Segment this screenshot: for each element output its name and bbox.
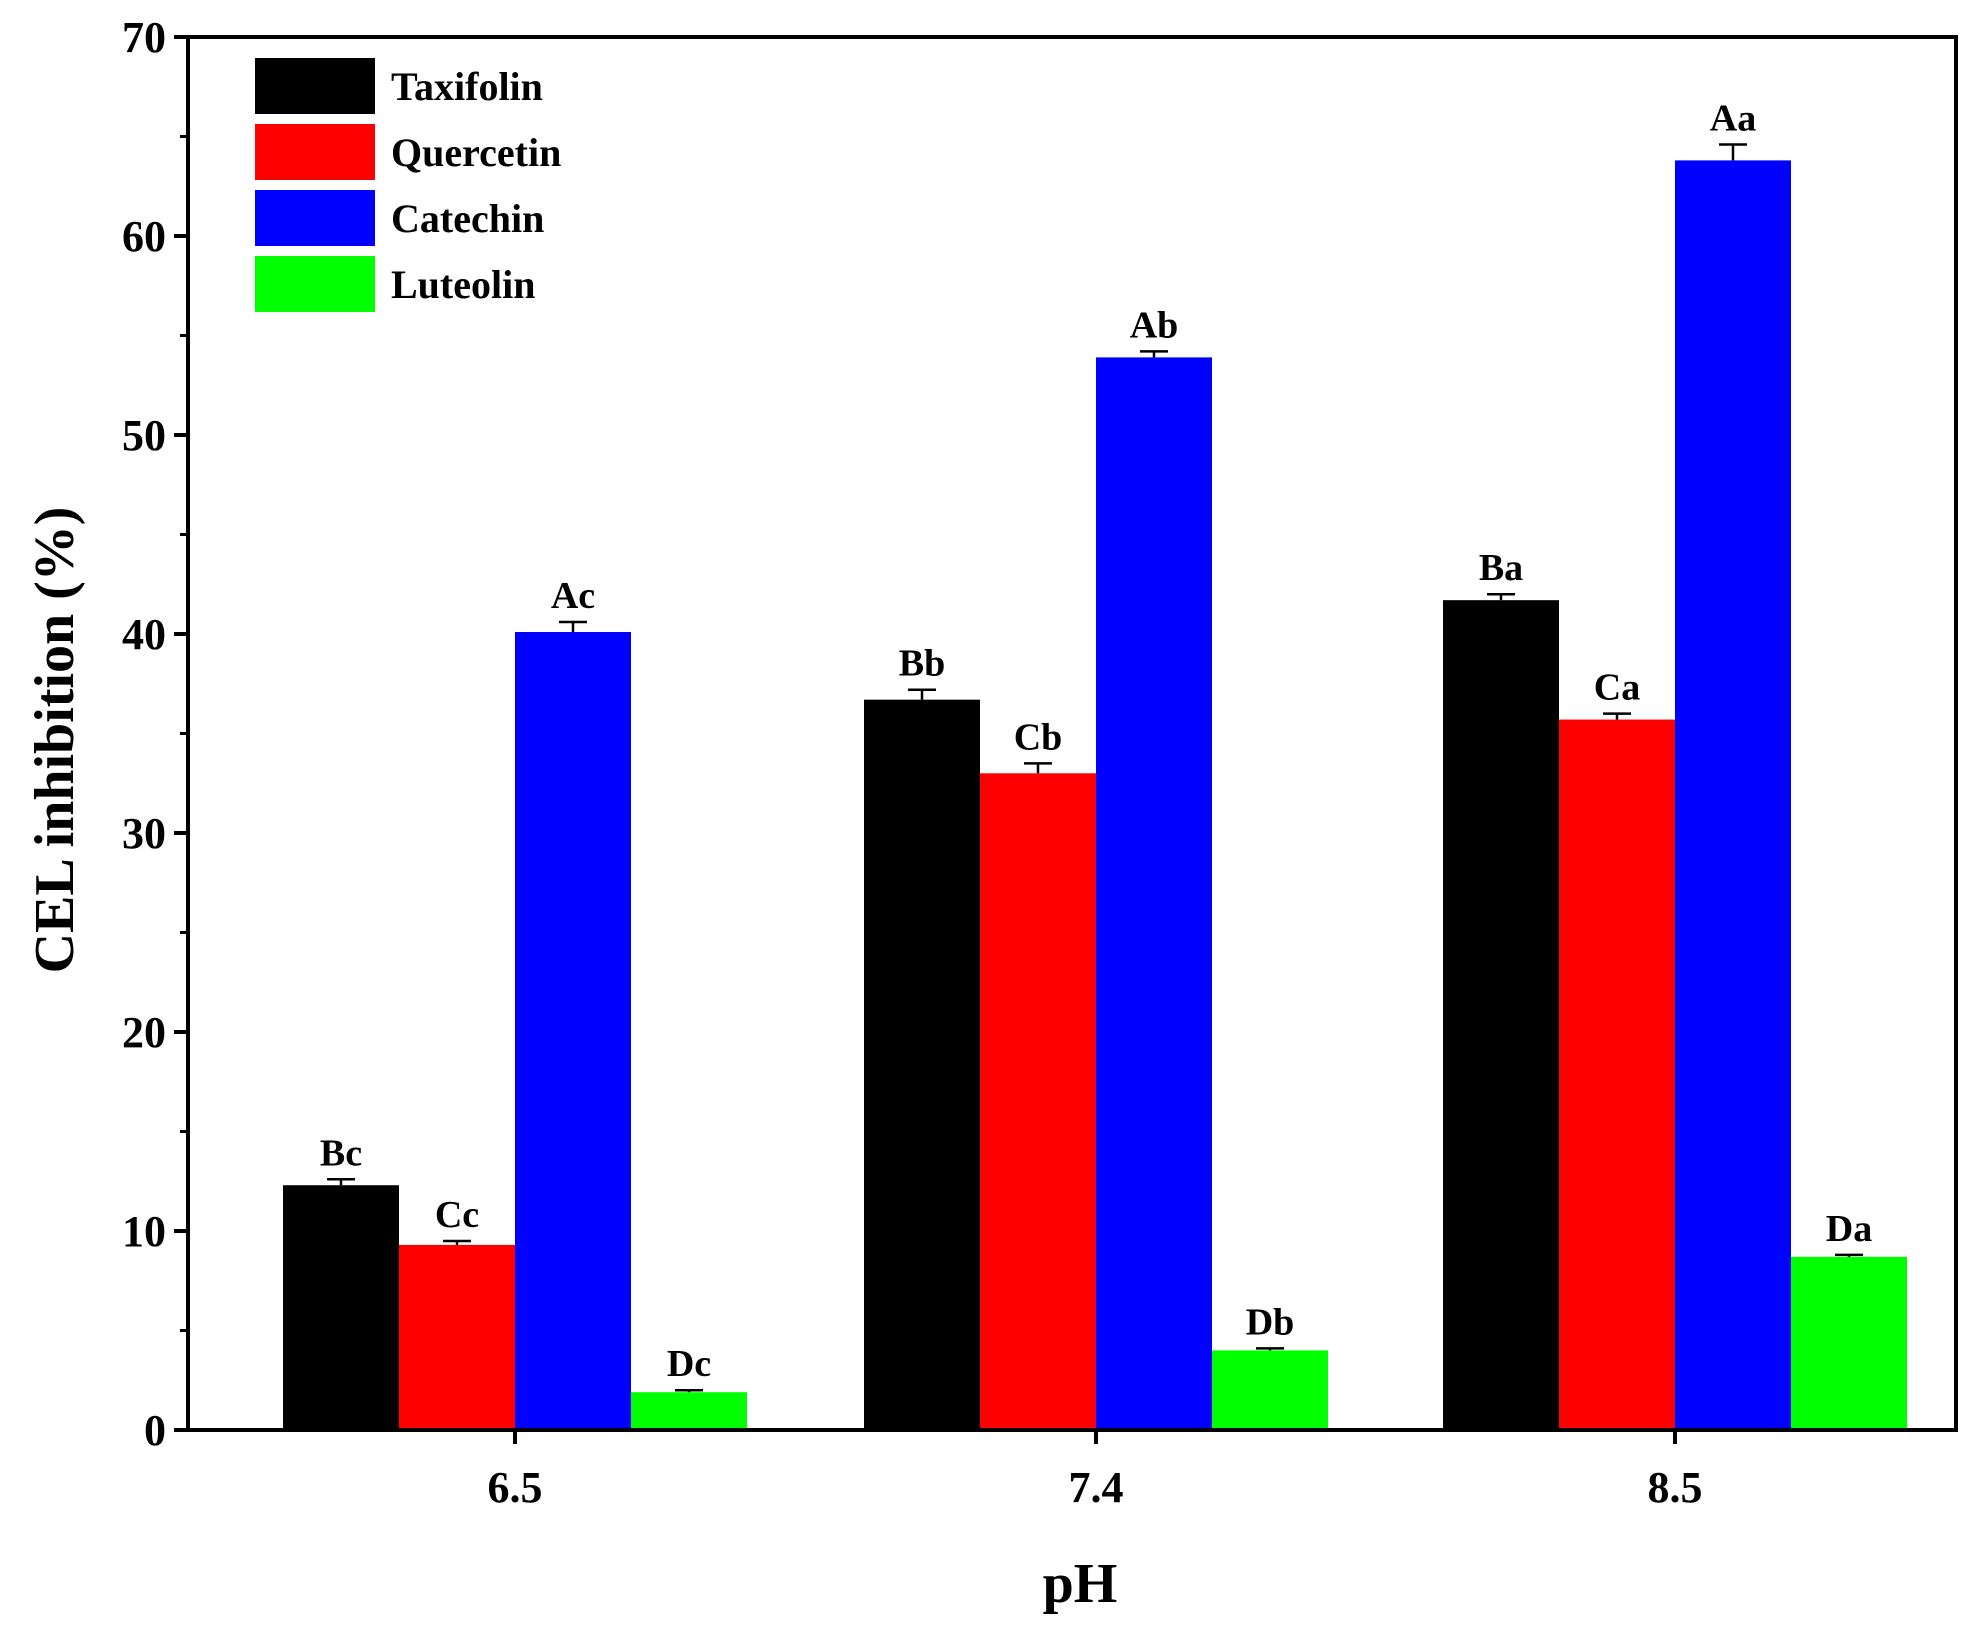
x-axis-title: pH — [1043, 1553, 1118, 1615]
y-tick-label-30: 30 — [122, 809, 166, 858]
bar-taxifolin-6.5 — [283, 1185, 399, 1430]
data-label-taxifolin-6.5: Bc — [320, 1132, 362, 1174]
data-label-taxifolin-8.5: Ba — [1479, 547, 1523, 589]
y-axis-title: CEL inhibition (%) — [24, 507, 86, 974]
legend-label-catechin: Catechin — [391, 196, 544, 241]
y-tick-label-10: 10 — [122, 1207, 166, 1256]
legend-label-luteolin: Luteolin — [391, 262, 535, 307]
legend-label-quercetin: Quercetin — [391, 130, 561, 175]
x-tick-label-6.5: 6.5 — [488, 1463, 543, 1512]
legend-label-taxifolin: Taxifolin — [391, 64, 543, 109]
data-label-luteolin-8.5: Da — [1826, 1208, 1872, 1250]
y-tick-label-40: 40 — [122, 610, 166, 659]
axes: 0 10 20 30 40 50 60 70 6.5 7.4 8.5 — [122, 13, 1958, 1512]
y-tick-label-70: 70 — [122, 13, 166, 62]
y-tick-label-0: 0 — [144, 1406, 166, 1455]
data-label-catechin-6.5: Ac — [551, 575, 595, 617]
y-tick-label-60: 60 — [122, 212, 166, 261]
bar-quercetin-8.5 — [1559, 719, 1675, 1430]
y-tick-label-50: 50 — [122, 411, 166, 460]
bar-quercetin-6.5 — [399, 1244, 515, 1430]
x-tick-label-7.4: 7.4 — [1069, 1463, 1124, 1512]
bar-luteolin-8.5 — [1791, 1256, 1907, 1430]
bar-taxifolin-8.5 — [1443, 600, 1559, 1430]
bar-luteolin-7.4 — [1212, 1350, 1328, 1430]
bars-layer: Bc Cc Ac Dc Bb Cb Ab Db Ba Ca Aa Da — [283, 97, 1907, 1430]
data-label-quercetin-6.5: Cc — [435, 1194, 479, 1236]
legend-swatch-taxifolin — [255, 58, 375, 114]
bar-quercetin-7.4 — [980, 773, 1096, 1430]
data-label-quercetin-7.4: Cb — [1014, 716, 1063, 758]
legend-swatch-catechin — [255, 190, 375, 246]
legend-swatch-luteolin — [255, 256, 375, 312]
bar-catechin-8.5 — [1675, 160, 1791, 1430]
y-tick-label-20: 20 — [122, 1008, 166, 1057]
legend-swatch-quercetin — [255, 124, 375, 180]
bar-luteolin-6.5 — [631, 1392, 747, 1430]
bar-catechin-7.4 — [1096, 357, 1212, 1430]
data-label-luteolin-7.4: Db — [1246, 1301, 1295, 1343]
legend: Taxifolin Quercetin Catechin Luteolin — [255, 58, 561, 312]
data-label-luteolin-6.5: Dc — [667, 1343, 711, 1385]
data-label-catechin-7.4: Ab — [1130, 304, 1179, 346]
bar-taxifolin-7.4 — [864, 699, 980, 1430]
data-label-taxifolin-7.4: Bb — [899, 643, 945, 685]
data-label-quercetin-8.5: Ca — [1594, 667, 1640, 709]
data-label-catechin-8.5: Aa — [1710, 97, 1756, 139]
bar-catechin-6.5 — [515, 632, 631, 1430]
x-tick-label-8.5: 8.5 — [1648, 1463, 1703, 1512]
